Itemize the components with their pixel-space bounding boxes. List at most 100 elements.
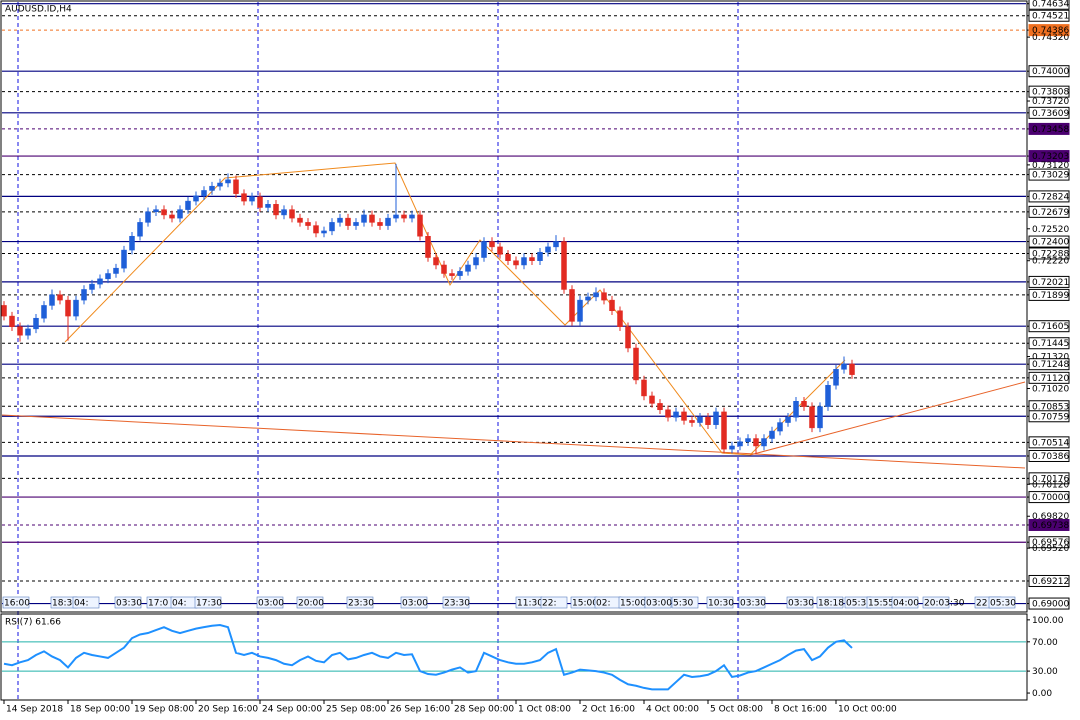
- object-label-box: [256, 596, 284, 609]
- y-tick-label: 0.71320: [1032, 353, 1069, 363]
- object-label: 03:30: [116, 599, 142, 609]
- object-label: 04:: [172, 599, 186, 609]
- y-tick-label: 0.73203: [1032, 152, 1069, 162]
- candle-body: [289, 209, 295, 219]
- object-label-box: [988, 596, 1016, 609]
- x-tick-label: 14 Sep 2018: [6, 705, 63, 715]
- object-label: 02:: [596, 599, 610, 609]
- object-label: 17:0: [148, 599, 168, 609]
- candle-body: [553, 241, 559, 248]
- candle-body: [489, 241, 495, 248]
- candle-body: [25, 328, 31, 336]
- y-tick-label: 0.71248: [1032, 360, 1069, 370]
- y-tick-box: [1028, 190, 1070, 203]
- object-label: 03:30: [740, 599, 766, 609]
- object-label: 05:30: [990, 599, 1016, 609]
- x-tick-label: 4 Oct 00:00: [646, 705, 699, 715]
- y-tick-label: 0.72679: [1032, 208, 1069, 218]
- y-tick-label: 0.74320: [1032, 33, 1069, 43]
- candle-body: [521, 257, 527, 266]
- candle-body: [721, 411, 727, 450]
- candle-body: [241, 193, 247, 202]
- object-label-box: [2, 596, 30, 609]
- candle-body: [73, 299, 79, 317]
- candle-body: [105, 273, 111, 280]
- object-label-box: [72, 596, 100, 609]
- y-tick-label: 0.72220: [1032, 257, 1069, 267]
- candle-body: [641, 379, 647, 397]
- candle-body: [833, 369, 839, 386]
- candle-body: [569, 289, 575, 322]
- x-tick-label: 25 Sep 08:00: [326, 705, 386, 715]
- candle-body: [697, 416, 703, 423]
- candle-body: [777, 422, 783, 432]
- y-tick-label: 0.71605: [1032, 322, 1069, 332]
- y-tick-box: [1028, 491, 1070, 504]
- object-label: 18:30: [52, 599, 78, 609]
- candle-body: [1, 305, 7, 317]
- y-tick-box: [1028, 168, 1070, 181]
- candle-body: [793, 401, 799, 418]
- candle-body: [217, 182, 223, 187]
- candle-body: [273, 204, 279, 216]
- candle-body: [97, 278, 103, 285]
- candle-body: [49, 294, 55, 306]
- y-tick-label: 0.70853: [1032, 402, 1069, 412]
- candle-body: [65, 299, 71, 317]
- object-label: 17:30: [196, 599, 222, 609]
- y-tick-box: [1028, 358, 1070, 371]
- candle-body: [401, 214, 407, 219]
- object-label-box: [644, 596, 672, 609]
- y-tick-label: 0.73808: [1032, 88, 1069, 98]
- y-tick-box: [1028, 235, 1070, 248]
- y-tick-label: 70.00: [1032, 638, 1058, 648]
- candle-body: [433, 257, 439, 266]
- y-tick-label: 0.73720: [1032, 97, 1069, 107]
- candle-body: [449, 273, 455, 276]
- y-tick-box: [1028, 436, 1070, 449]
- candle-body: [385, 217, 391, 226]
- x-tick-label: 20 Sep 16:00: [198, 705, 258, 715]
- y-tick-box: [1028, 337, 1070, 350]
- candle-body: [577, 299, 583, 322]
- candle-body: [89, 283, 95, 290]
- object-label-box: [671, 596, 699, 609]
- y-tick-label: 0.74000: [1032, 67, 1069, 77]
- candle-body: [441, 264, 447, 274]
- y-tick-box: [1028, 150, 1070, 163]
- candle-body: [657, 403, 663, 411]
- object-label: 15:55: [868, 599, 894, 609]
- levels: [2, 3, 1026, 672]
- candle-body: [785, 416, 791, 423]
- candle-body: [649, 395, 655, 404]
- candle-body: [681, 411, 687, 421]
- y-tick-label: 0.72021: [1032, 278, 1069, 288]
- object-label: 22:: [542, 599, 556, 609]
- object-label: 15:00: [572, 599, 598, 609]
- y-tick-box: [1028, 106, 1070, 119]
- x-tick-label: 1 Oct 08:00: [518, 705, 571, 715]
- candle-body: [457, 271, 463, 276]
- y-tick-label: 0.73609: [1032, 109, 1069, 119]
- y-tick-box: [1028, 574, 1070, 587]
- y-tick-label: 0.74521: [1032, 12, 1069, 22]
- y-tick-label: 30.00: [1032, 667, 1058, 677]
- y-tick-box: [1028, 24, 1070, 37]
- candle-body: [617, 310, 623, 327]
- object-label: 15:00: [620, 599, 646, 609]
- rsi-frame: [0, 613, 1028, 701]
- rsi-line: [3, 623, 853, 691]
- candle-body: [257, 196, 263, 208]
- object-label-box: [738, 596, 766, 609]
- y-tick-label: 0.70120: [1032, 480, 1069, 490]
- candle-body: [17, 326, 23, 336]
- candle-body: [849, 363, 855, 375]
- candle-body: [193, 195, 199, 202]
- candle-body: [9, 315, 15, 327]
- candle-body: [393, 214, 399, 219]
- object-label: 03:00: [646, 599, 672, 609]
- object-label: 20:03:30: [924, 599, 965, 609]
- candle-body: [361, 214, 367, 223]
- candle-body: [729, 445, 735, 450]
- x-tick-label: 24 Sep 00:00: [262, 705, 322, 715]
